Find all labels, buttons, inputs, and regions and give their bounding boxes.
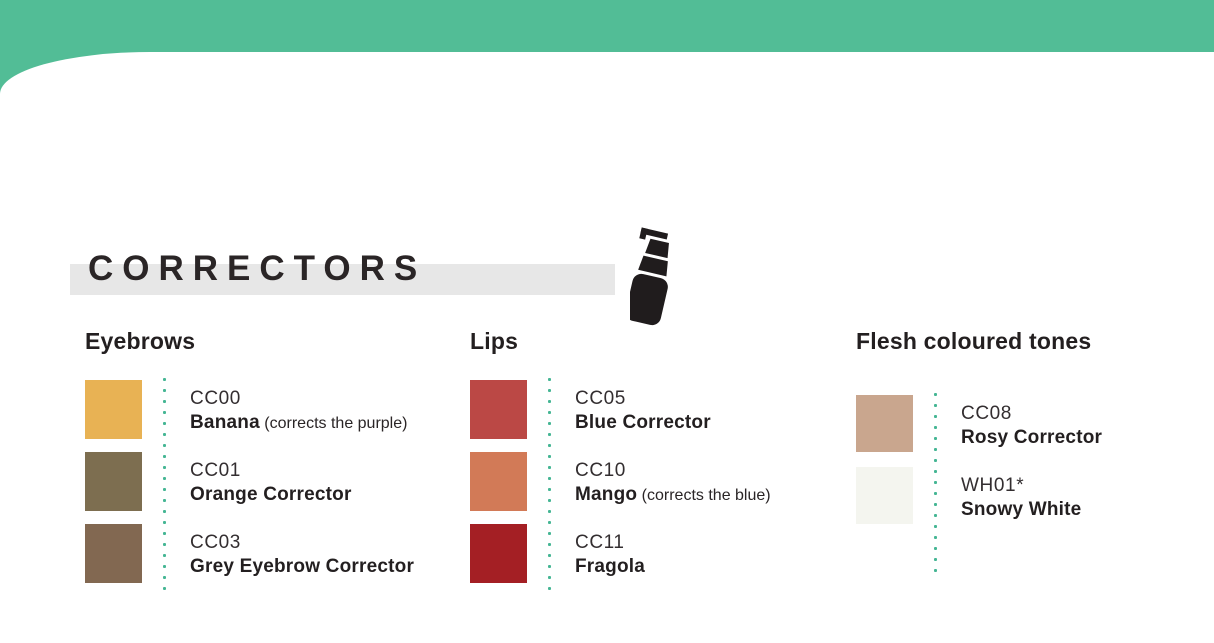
- color-swatch: [85, 524, 142, 583]
- color-swatch: [856, 395, 913, 452]
- color-swatch: [85, 452, 142, 511]
- product-note: (corrects the purple): [264, 415, 408, 432]
- product-code: CC00: [190, 388, 241, 409]
- column-flesh-coloured-tones: Flesh coloured tones CC08 Rosy Corrector: [856, 328, 1206, 575]
- product-code: CC03: [190, 532, 241, 553]
- item-text: CC05 Blue Corrector: [575, 380, 850, 437]
- column-heading: Lips: [470, 328, 519, 354]
- list-item: CC10 Mango (corrects the blue): [470, 452, 850, 511]
- title-highlight-band: [70, 264, 615, 295]
- product-name: Blue Corrector: [575, 412, 711, 433]
- list-item: CC00 Banana (corrects the purple): [85, 380, 465, 439]
- dotted-divider: [163, 374, 166, 593]
- product-name: Orange Corrector: [190, 484, 352, 505]
- product-code: CC01: [190, 460, 241, 481]
- list-item: CC03 Grey Eyebrow Corrector: [85, 524, 465, 583]
- item-text: CC10 Mango (corrects the blue): [575, 452, 850, 509]
- swatch-list: CC05 Blue Corrector CC10 Mango (corrects: [470, 374, 850, 596]
- item-text: CC03 Grey Eyebrow Corrector: [190, 524, 465, 581]
- product-code: WH01*: [961, 475, 1025, 496]
- name-line: Fragola: [575, 554, 850, 581]
- product-name: Mango: [575, 484, 638, 505]
- product-name: Fragola: [575, 556, 646, 577]
- name-line: Mango (corrects the blue): [575, 482, 850, 509]
- column-eyebrows: Eyebrows CC00 Banana (corrects the purpl…: [85, 328, 465, 593]
- item-text: CC11 Fragola: [575, 524, 850, 581]
- color-swatch: [470, 380, 527, 439]
- product-name: Rosy Corrector: [961, 427, 1103, 448]
- product-name: Snowy White: [961, 499, 1082, 520]
- item-text: CC08 Rosy Corrector: [961, 395, 1206, 452]
- product-note: (corrects the blue): [641, 487, 771, 504]
- item-text: CC00 Banana (corrects the purple): [190, 380, 465, 437]
- dotted-divider: [934, 389, 937, 575]
- swatch-list: CC00 Banana (corrects the purple) CC01 O…: [85, 374, 465, 596]
- color-swatch: [470, 524, 527, 583]
- list-item: WH01* Snowy White: [856, 467, 1206, 524]
- name-line: Orange Corrector: [190, 482, 465, 509]
- name-line: Snowy White: [961, 497, 1206, 524]
- list-item: CC08 Rosy Corrector: [856, 395, 1206, 452]
- page-title: CORRECTORS: [88, 249, 427, 288]
- color-swatch: [85, 380, 142, 439]
- dotted-divider: [548, 374, 551, 593]
- product-code: CC08: [961, 403, 1012, 424]
- column-lips: Lips CC05 Blue Corrector: [470, 328, 850, 593]
- pump-bottle-icon: [625, 227, 682, 332]
- name-line: Grey Eyebrow Corrector: [190, 554, 465, 581]
- name-line: Blue Corrector: [575, 410, 850, 437]
- product-name: Grey Eyebrow Corrector: [190, 556, 415, 577]
- column-heading: Flesh coloured tones: [856, 328, 1092, 354]
- name-line: Banana (corrects the purple): [190, 410, 465, 437]
- name-line: Rosy Corrector: [961, 425, 1206, 452]
- item-text: CC01 Orange Corrector: [190, 452, 465, 509]
- color-swatch: [856, 467, 913, 524]
- list-item: CC05 Blue Corrector: [470, 380, 850, 439]
- list-item: CC11 Fragola: [470, 524, 850, 583]
- swatch-list: CC08 Rosy Corrector WH01* Snowy White: [856, 389, 1206, 575]
- column-heading: Eyebrows: [85, 328, 196, 354]
- list-item: CC01 Orange Corrector: [85, 452, 465, 511]
- product-name: Banana: [190, 412, 260, 433]
- product-code: CC10: [575, 460, 626, 481]
- color-swatch: [470, 452, 527, 511]
- item-text: WH01* Snowy White: [961, 467, 1206, 524]
- product-code: CC05: [575, 388, 626, 409]
- product-code: CC11: [575, 532, 625, 553]
- content-panel: CORRECTORS Eyebrows CC00: [0, 52, 1214, 643]
